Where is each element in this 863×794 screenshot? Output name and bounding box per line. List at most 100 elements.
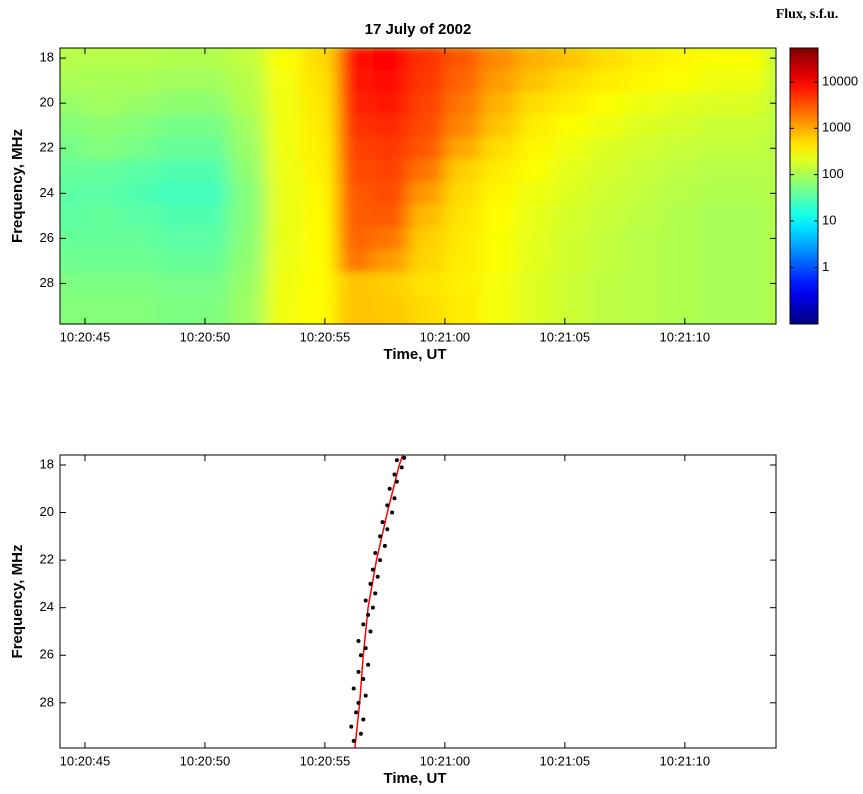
heatmap-cell (192, 249, 230, 273)
scatter-point (368, 581, 373, 586)
heatmap-cell (264, 204, 302, 228)
heatmap-cell (480, 136, 518, 161)
heatmap-cell (732, 317, 770, 324)
heatmap-cell (264, 159, 302, 183)
heatmap-cell (588, 204, 626, 228)
heatmap-cell (696, 159, 734, 183)
heatmap-cell (408, 227, 446, 251)
heatmap-cell (156, 204, 194, 228)
heatmap-cell (660, 69, 698, 93)
scatter-point (402, 455, 407, 460)
heatmap-cell (480, 317, 518, 324)
heatmap-cell (60, 136, 86, 161)
heatmap-cell (588, 48, 626, 70)
heatmap-cell (336, 114, 374, 138)
heatmap-cell (408, 159, 446, 183)
heatmap-cell (480, 182, 518, 206)
scatter-point (351, 686, 356, 691)
heatmap-cell (624, 136, 662, 161)
heatmap-cell (300, 249, 338, 273)
heatmap-cell (480, 91, 518, 115)
heatmap-cell (336, 48, 374, 70)
scatter-point (363, 693, 368, 698)
y-tick-label: 18 (40, 50, 54, 65)
heatmap-cell (264, 69, 302, 93)
y-tick-label: 20 (40, 504, 54, 519)
scatter-point (373, 550, 378, 555)
y-axis-label: Frequency, MHz (9, 545, 26, 659)
y-tick-label: 26 (40, 230, 54, 245)
heatmap-cell (480, 204, 518, 228)
scatter-point (361, 677, 366, 682)
heatmap-cell (372, 249, 410, 273)
heatmap-cell (156, 294, 194, 318)
heatmap-cell (624, 69, 662, 93)
colorbar (789, 47, 819, 325)
heatmap-cell (372, 182, 410, 206)
heatmap-cell (516, 272, 554, 296)
scatter-point (356, 669, 361, 674)
heatmap-cell (60, 91, 86, 115)
heatmap-cell (84, 136, 122, 161)
scatter-point (387, 486, 392, 491)
heatmap-cell (660, 249, 698, 273)
heatmap-cell (552, 272, 590, 296)
heatmap-cell (264, 272, 302, 296)
heatmap-cell (372, 159, 410, 183)
heatmap-cell (120, 159, 158, 183)
heatmap-cell (120, 204, 158, 228)
heatmap-cell (228, 136, 266, 161)
heatmap-cell (660, 136, 698, 161)
x-tick-label: 10:21:05 (540, 753, 591, 768)
heatmap-cell (84, 227, 122, 251)
heatmap-cell (156, 91, 194, 115)
scatter-point (385, 503, 390, 508)
heatmap-cell (192, 227, 230, 251)
heatmap-cell (372, 114, 410, 138)
heatmap-cell (588, 272, 626, 296)
heatmap-cell (84, 182, 122, 206)
x-axis-label: Time, UT (383, 346, 446, 363)
heatmap-cell (192, 69, 230, 93)
plot-area (349, 455, 407, 748)
heatmap-cell (228, 159, 266, 183)
heatmap-cell (120, 227, 158, 251)
heatmap-cell (228, 249, 266, 273)
heatmap-cell (372, 204, 410, 228)
heatmap-cell (336, 272, 374, 296)
heatmap-cell (480, 294, 518, 318)
heatmap-cell (588, 136, 626, 161)
heatmap-cell (372, 69, 410, 93)
scatter-point (349, 724, 354, 729)
heatmap-cell (60, 48, 86, 70)
axes-frame (59, 47, 777, 325)
heatmap-cell (588, 159, 626, 183)
scatter-point (373, 591, 378, 596)
heatmap-cell (300, 227, 338, 251)
heatmap-cell (732, 159, 770, 183)
scatter-point (354, 710, 359, 715)
x-tick-label: 10:20:50 (180, 753, 231, 768)
heatmap-cell (552, 182, 590, 206)
scatter-point (363, 598, 368, 603)
heatmap-cell (60, 69, 86, 93)
heatmap-cell (660, 204, 698, 228)
scatter-point (399, 465, 404, 470)
heatmap-cell (372, 136, 410, 161)
heatmap-cell (120, 91, 158, 115)
heatmap-cell (408, 182, 446, 206)
x-tick-label: 10:20:45 (60, 329, 111, 344)
heatmap-cell (84, 204, 122, 228)
heatmap-cell (156, 69, 194, 93)
heatmap-cell (624, 204, 662, 228)
heatmap-cell (120, 249, 158, 273)
scatter-point (380, 520, 385, 525)
heatmap-cell (516, 317, 554, 324)
heatmap-cell (300, 159, 338, 183)
y-tick-label: 28 (40, 275, 54, 290)
heatmap-cell (120, 48, 158, 70)
heatmap-cell (552, 69, 590, 93)
heatmap-cell (120, 114, 158, 138)
y-tick-label: 22 (40, 140, 54, 155)
heatmap-cell (732, 69, 770, 93)
